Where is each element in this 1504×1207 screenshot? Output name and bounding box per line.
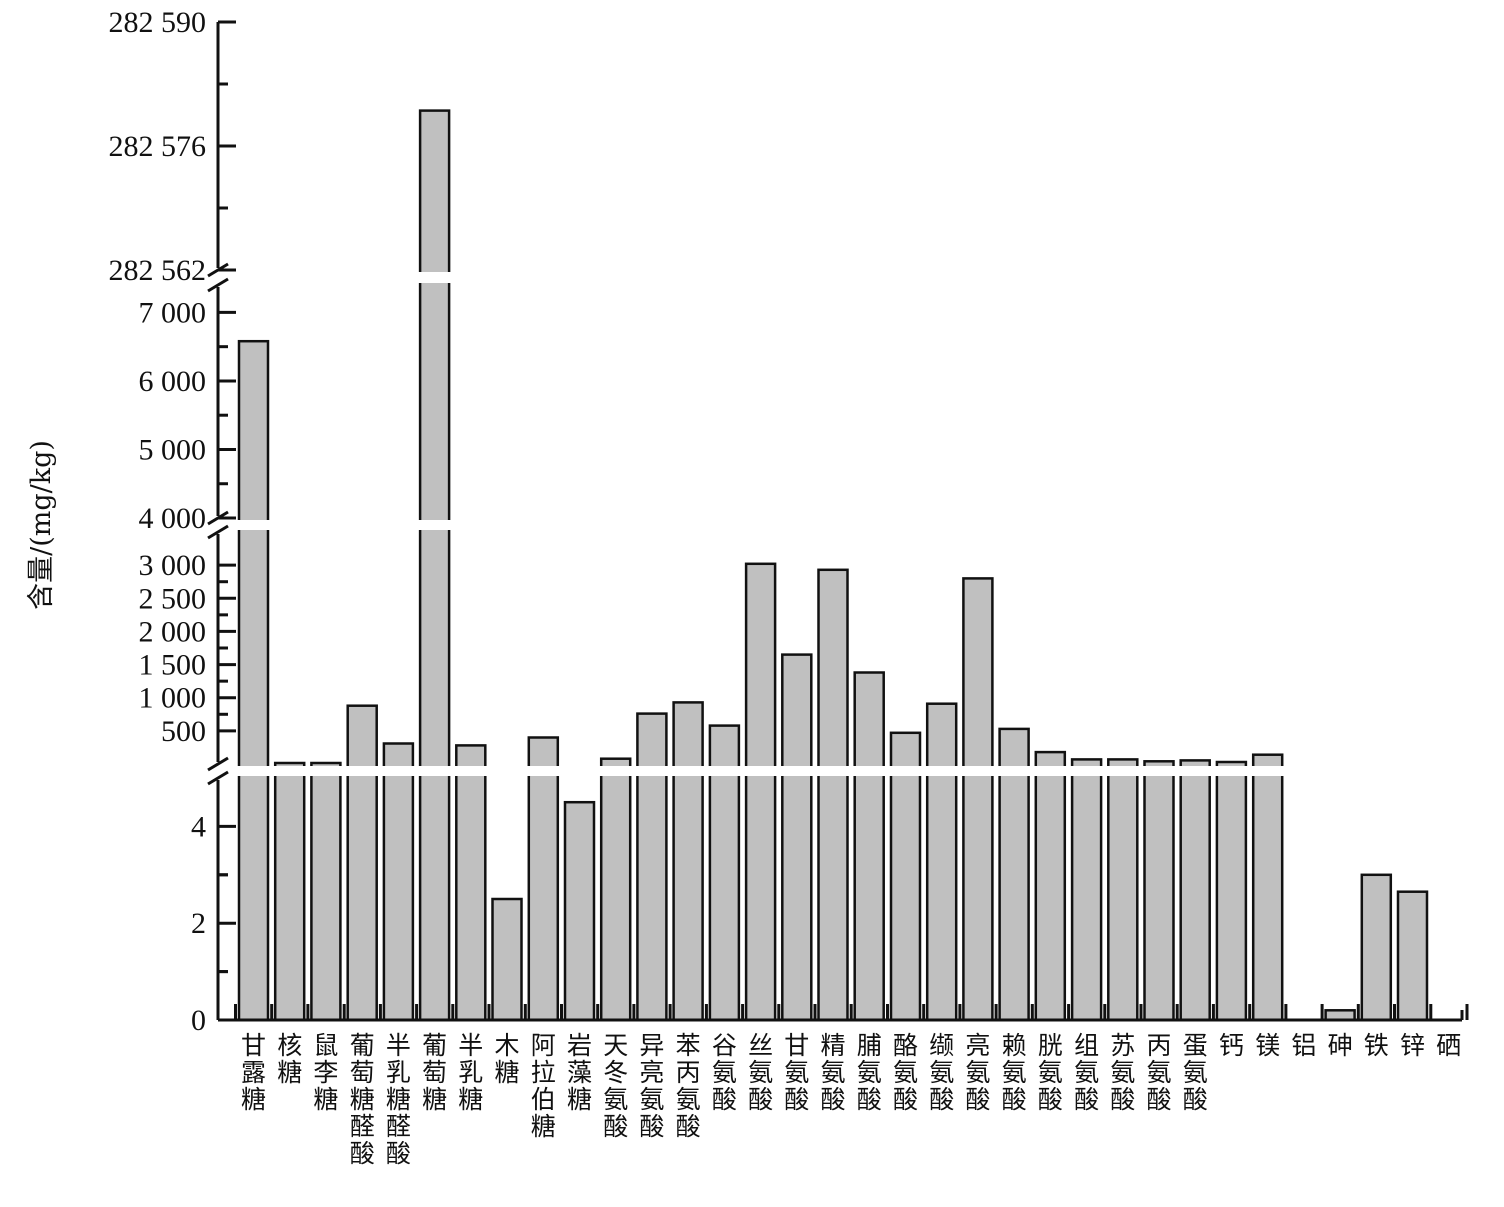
x-tick-label: 铝 [1291, 1031, 1316, 1060]
y-tick-label: 282 562 [109, 254, 207, 287]
bar-钙 [1215, 760, 1248, 1022]
y-tick-label: 282 576 [109, 130, 207, 163]
x-tick-label: 苯丙氨酸 [676, 1031, 701, 1141]
bar-甘氨酸 [781, 653, 813, 1022]
y-tick-label: 500 [161, 715, 206, 748]
x-category-labels: 甘露糖核糖鼠李糖葡萄糖醛酸半乳糖醛酸葡萄糖半乳糖木糖阿拉伯糖岩藻糖天冬氨酸异亮氨… [241, 1031, 1461, 1168]
y-tick-label: 2 500 [139, 582, 207, 615]
x-tick-label: 赖氨酸 [1002, 1031, 1027, 1114]
x-tick-label: 异亮氨酸 [639, 1031, 664, 1141]
y-tick-label: 1 500 [139, 649, 207, 682]
x-tick-label: 谷氨酸 [712, 1031, 737, 1114]
x-tick-label: 缬氨酸 [929, 1031, 954, 1114]
x-tick-label: 半乳糖 [458, 1031, 483, 1114]
x-tick-label: 葡萄糖 [422, 1031, 447, 1114]
x-tick-label: 镁 [1255, 1031, 1280, 1060]
axis-break-mark-0 [207, 756, 229, 772]
bar-亮氨酸 [962, 577, 994, 1022]
break-gap-1 [220, 520, 1480, 530]
bar-丝氨酸 [744, 562, 777, 1022]
bar-半乳糖 [455, 744, 487, 1022]
x-tick-label: 亮氨酸 [965, 1031, 990, 1114]
x-tick-label: 丝氨酸 [748, 1031, 773, 1114]
y-tick-label: 0 [191, 1004, 206, 1037]
x-tick-label: 酪氨酸 [893, 1031, 918, 1114]
bar-鼠李糖 [310, 761, 342, 1022]
x-tick-label: 精氨酸 [820, 1031, 845, 1114]
axis-break-mark-5 [207, 277, 229, 293]
bar-精氨酸 [817, 568, 849, 1022]
bar-铁 [1360, 873, 1393, 1022]
bars-group [237, 109, 1429, 1022]
bar-组氨酸 [1070, 758, 1103, 1022]
axis-break-mark-1 [207, 770, 229, 786]
y-tick-label: 282 590 [109, 6, 207, 39]
x-tick-label: 组氨酸 [1074, 1031, 1099, 1114]
bar-丙氨酸 [1143, 760, 1175, 1022]
bar-胱氨酸 [1034, 750, 1067, 1022]
y-tick-label: 1 000 [139, 682, 207, 715]
bar-半乳糖醛酸 [382, 742, 415, 1022]
bar-阿拉伯糖 [527, 736, 560, 1022]
bar-苯丙氨酸 [672, 701, 704, 1022]
x-tick-label: 胱氨酸 [1038, 1031, 1063, 1114]
bar-脯氨酸 [853, 671, 885, 1022]
bar-岩藻糖 [563, 800, 596, 1022]
x-tick-label: 砷 [1328, 1031, 1353, 1060]
x-tick-label: 鼠李糖 [313, 1031, 338, 1114]
x-tick-label: 蛋氨酸 [1183, 1031, 1208, 1114]
bar-异亮氨酸 [636, 712, 668, 1022]
axes-group [207, 20, 1469, 1022]
bar-锌 [1396, 890, 1429, 1022]
y-tick-label: 3 000 [139, 549, 207, 582]
bar-缬氨酸 [925, 702, 958, 1022]
break-gap-2 [220, 272, 1480, 283]
y-axis-label: 含量/(mg/kg) [26, 440, 57, 610]
x-tick-label: 木糖 [494, 1031, 519, 1087]
x-tick-label: 甘露糖 [241, 1031, 266, 1114]
y-tick-label: 4 [191, 810, 206, 843]
x-tick-label: 铁 [1364, 1031, 1389, 1060]
bar-核糖 [273, 761, 306, 1022]
bar-镁 [1251, 753, 1284, 1022]
x-tick-label: 钙 [1219, 1031, 1244, 1060]
x-tick-label: 苏氨酸 [1110, 1031, 1135, 1114]
x-tick-label: 岩藻糖 [567, 1031, 592, 1114]
y-tick-label: 6 000 [139, 365, 207, 398]
bar-蛋氨酸 [1179, 759, 1211, 1022]
bar-苏氨酸 [1107, 758, 1139, 1022]
y-tick-label: 5 000 [139, 433, 207, 466]
bar-葡萄糖 [418, 109, 451, 1022]
x-tick-label: 核糖 [277, 1031, 302, 1087]
bar-天冬氨酸 [599, 757, 632, 1022]
bar-甘露糖 [237, 339, 270, 1022]
y-tick-label: 7 000 [139, 296, 207, 329]
x-tick-label: 硒 [1436, 1031, 1461, 1060]
x-tick-label: 脯氨酸 [857, 1031, 882, 1114]
axis-break-gaps [220, 272, 1480, 776]
axis-break-mark-3 [207, 524, 229, 540]
bar-木糖 [491, 897, 523, 1022]
x-tick-label: 葡萄糖醛酸 [350, 1031, 375, 1168]
x-tick-label: 天冬氨酸 [603, 1031, 628, 1141]
x-tick-label: 丙氨酸 [1146, 1031, 1171, 1114]
break-gap-0 [220, 766, 1480, 776]
x-tick-label: 甘氨酸 [784, 1031, 809, 1114]
x-tick-label: 半乳糖醛酸 [386, 1031, 411, 1168]
y-tick-label: 2 000 [139, 615, 207, 648]
y-tick-label: 4 000 [139, 502, 207, 535]
x-tick-label: 阿拉伯糖 [531, 1031, 556, 1141]
bar-葡萄糖醛酸 [346, 704, 378, 1022]
x-tick-label: 锌 [1400, 1031, 1425, 1060]
y-tick-label: 2 [191, 907, 206, 940]
